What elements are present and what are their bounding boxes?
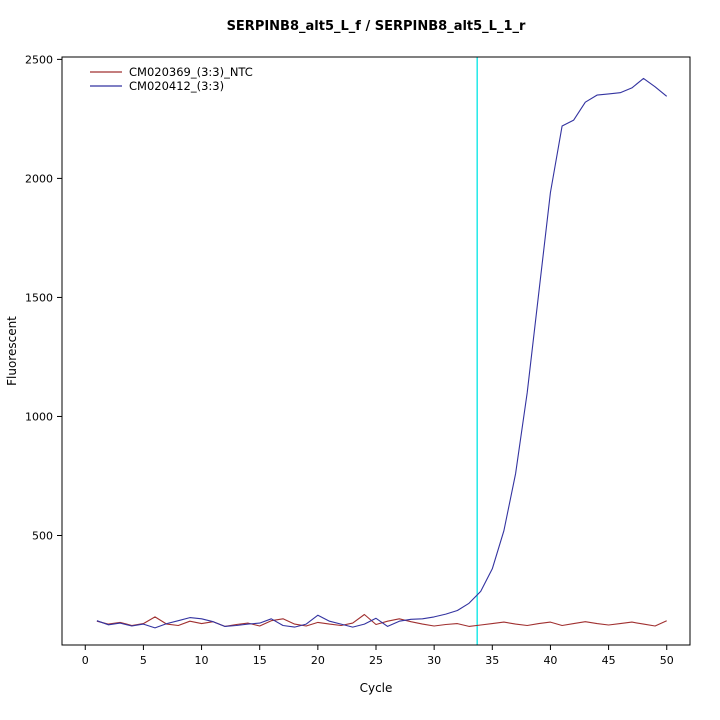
x-tick-label: 40: [543, 654, 557, 667]
y-tick-label: 1500: [25, 291, 53, 304]
y-tick-label: 1000: [25, 410, 53, 423]
plot-box: [61, 56, 691, 646]
y-tick-label: 500: [32, 529, 53, 542]
legend-label: CM020412_(3:3): [129, 79, 224, 93]
legend-label: CM020369_(3:3)_NTC: [129, 65, 253, 79]
x-tick-label: 35: [485, 654, 499, 667]
y-axis-label: Fluorescent: [5, 316, 19, 386]
x-tick-label: 20: [311, 654, 325, 667]
x-tick-label: 5: [140, 654, 147, 667]
series-line-CM020412_(3:3): [96, 77, 668, 629]
series-line-CM020369_(3:3)_NTC: [96, 613, 667, 627]
x-axis-label: Cycle: [360, 681, 393, 695]
x-tick-label: 30: [427, 654, 441, 667]
x-tick-label: 15: [253, 654, 267, 667]
x-tick-label: 25: [369, 654, 383, 667]
chart-title: SERPINB8_alt5_L_f / SERPINB8_alt5_L_1_r: [227, 19, 526, 34]
x-tick-label: 0: [82, 654, 89, 667]
x-tick-label: 50: [660, 654, 674, 667]
x-tick-label: 10: [195, 654, 209, 667]
x-tick-label: 45: [602, 654, 616, 667]
y-tick-label: 2000: [25, 172, 53, 185]
y-tick-label: 2500: [25, 53, 53, 66]
plot-group: 0 5 10 15 20 25 30 35 40 45 50 500 1000 1500 2000 2500 C…: [25, 53, 691, 667]
